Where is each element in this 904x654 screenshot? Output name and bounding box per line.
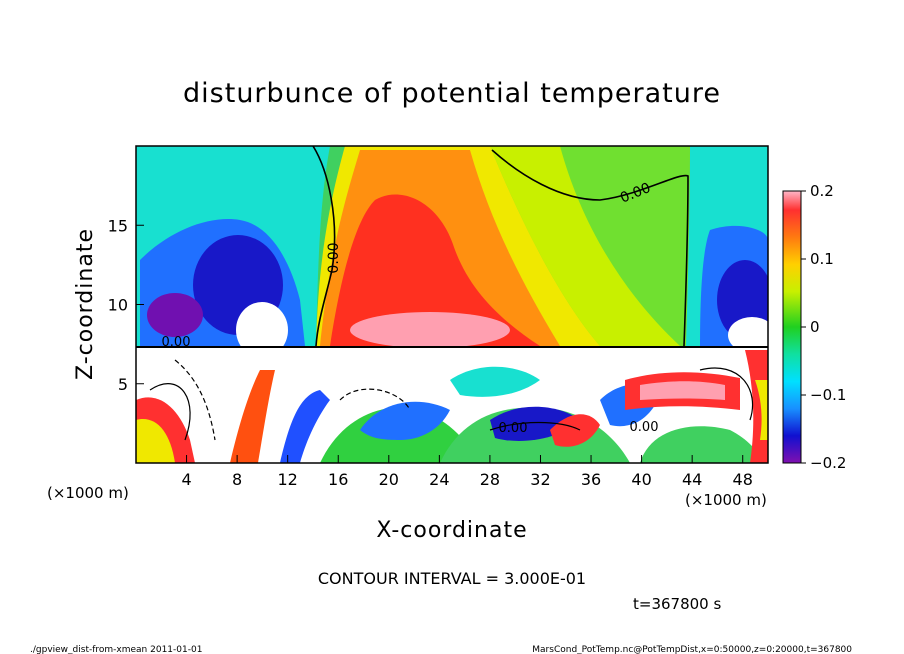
colorbar-gradient (782, 190, 802, 464)
contour-interval: CONTOUR INTERVAL = 3.000E-01 (318, 569, 586, 588)
colorbar-tick-label: 0.2 (810, 182, 834, 200)
x-tick-label: 16 (328, 470, 348, 489)
y-axis: 5 10 15 (108, 216, 144, 394)
plot-area (136, 146, 768, 463)
contour-label: 0.00 (162, 335, 191, 350)
field-lower-pink-right (640, 381, 725, 400)
field-lower-blue-1 (360, 401, 450, 440)
y-axis-label: Z-coordinate (73, 228, 98, 380)
field-white-left (236, 302, 288, 358)
footer-left: ./gpview_dist-from-xmean 2011-01-01 (30, 645, 202, 654)
contour-lower-solid-2 (489, 421, 581, 431)
field-white-right (728, 317, 768, 353)
colorbar-tick-label: 0.1 (810, 250, 834, 268)
contour-lower-dashed-2 (339, 388, 411, 411)
x-tick-label: 32 (530, 470, 550, 489)
colorbar-tick-label: −0.2 (810, 454, 846, 472)
colorbar-tick-label: −0.1 (810, 386, 846, 404)
colorbar-tick-label: 0 (810, 318, 820, 336)
contour-zero-left (312, 146, 336, 347)
contour-label: 0.00 (499, 421, 528, 436)
x-tick-label: 24 (429, 470, 449, 489)
x-tick-label: 4 (181, 470, 191, 489)
contour-lower-solid-3 (699, 367, 754, 421)
field-lower-yellow-left (136, 419, 175, 463)
x-tick-label: 48 (733, 470, 753, 489)
field-lower-cyan (450, 366, 540, 397)
contour-lower-solid-1 (149, 383, 191, 441)
y-tick-label: 10 (108, 296, 128, 315)
field-lower-yellow-edge (755, 380, 768, 440)
field-lower-band-b (280, 390, 330, 463)
time-stamp: t=367800 s (633, 595, 721, 613)
x-tick-label: 12 (278, 470, 298, 489)
x-tick-label: 20 (379, 470, 399, 489)
footer-right: MarsCond_PotTemp.nc@PotTempDist,x=0:5000… (532, 645, 852, 654)
y-tick-label: 5 (118, 375, 128, 394)
contour-lower-dashed-1 (174, 359, 216, 441)
x-tick-label: 44 (682, 470, 702, 489)
x-axis-label: X-coordinate (376, 518, 527, 543)
x-unit-right: (×1000 m) (685, 491, 767, 509)
y-tick-label: 15 (108, 216, 128, 235)
field-lower-green-3 (640, 426, 765, 463)
field-lower-band-a (230, 370, 275, 463)
x-tick-label: 40 (631, 470, 651, 489)
contour-label: 0.00 (326, 242, 342, 273)
colorbar-ticks: 0.2 0.1 0 −0.1 −0.2 (801, 182, 846, 472)
field-lower-red-2 (550, 414, 600, 447)
field-warm-red (330, 194, 540, 346)
field-warm-pink (350, 312, 510, 348)
field-purple-left (147, 293, 203, 337)
colorbar: 0.2 0.1 0 −0.1 −0.2 (782, 182, 846, 472)
field-yellowgreen-right (490, 146, 680, 346)
x-tick-label: 36 (581, 470, 601, 489)
x-unit-left: (×1000 m) (47, 484, 129, 502)
x-tick-label: 8 (232, 470, 242, 489)
x-tick-label: 28 (480, 470, 500, 489)
contour-zero-right (491, 149, 689, 347)
chart-title: disturbunce of potential temperature (183, 78, 721, 109)
x-axis: 4 8 12 16 20 24 28 32 36 40 44 48 (181, 455, 753, 489)
contour-label: 0.00 (630, 420, 659, 435)
